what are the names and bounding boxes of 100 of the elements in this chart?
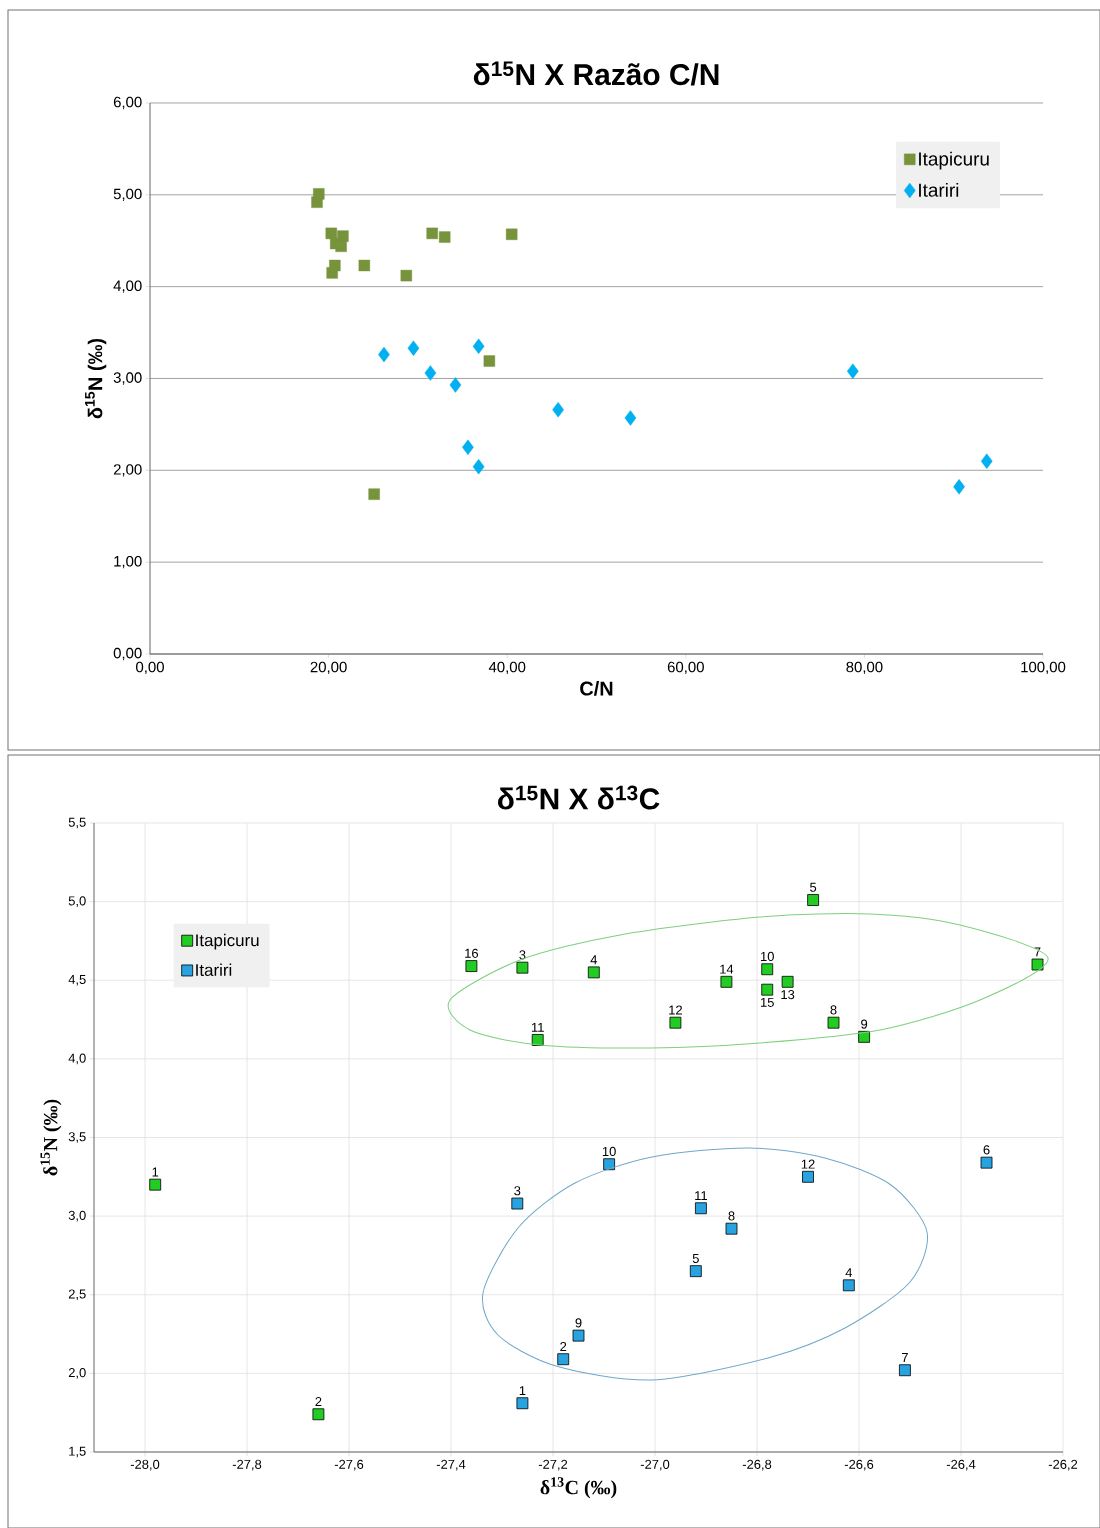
point [761,963,774,976]
legend-label: Itapicuru [196,933,259,950]
annotation: 7 [1034,947,1041,957]
point [689,1265,702,1278]
point [720,975,733,988]
point [1031,958,1044,971]
x-tick-label: -28,0 [130,1459,160,1471]
x-tick-label: 40,00 [488,661,526,675]
annotation: 3 [514,1186,521,1196]
annotation: 14 [720,964,734,974]
x-tick-label: 20,00 [310,661,347,675]
y-tick-label: 6,00 [113,96,142,110]
x-tick-label: -27,0 [640,1459,670,1471]
point [311,196,323,208]
point [669,1016,682,1029]
point [807,894,820,906]
annotation: 8 [728,1211,735,1221]
annotation: 4 [590,955,598,965]
point [439,231,451,243]
legend-label: Itariri [919,182,959,197]
point [695,1202,707,1215]
point [781,975,794,988]
point [358,259,371,272]
point [424,365,437,381]
x-tick-label: 100,00 [1021,661,1066,675]
point [516,961,529,974]
y-axis-title: δ$^{15}$N (‰) [40,1099,62,1176]
point [557,1353,570,1366]
point [368,488,380,500]
annotation: 13 [781,990,795,1000]
x-tick-label: -27,6 [334,1459,364,1471]
y-tick-label: 1,00 [114,555,142,569]
x-tick-label: 0,00 [136,661,164,675]
point [326,267,338,279]
point [953,479,965,495]
x-axis-title: C/N [580,680,613,696]
point [572,1329,585,1342]
x-tick-label: -26,4 [946,1459,976,1471]
y-tick-label: 5,0 [68,896,86,907]
annotation: 12 [669,1005,682,1015]
point [465,960,478,972]
annotation: 10 [602,1146,616,1157]
x-tick-label: 60,00 [667,661,704,675]
annotation: 11 [695,1191,708,1201]
point [980,1156,993,1169]
point [802,1170,814,1183]
y-tick-label: 3,5 [68,1132,86,1143]
point [846,363,859,379]
point [426,227,438,240]
annotation: 5 [692,1253,699,1263]
annotation: 1 [152,1167,159,1177]
point [827,1016,840,1029]
annotation: 11 [531,1022,544,1032]
point [516,1397,529,1410]
point [407,340,420,356]
point [472,458,485,475]
y-tick-label: 2,0 [68,1368,86,1379]
annotation: 6 [983,1145,990,1155]
y-tick-label: 4,5 [68,974,86,986]
point [462,439,474,456]
point [511,1197,524,1210]
point [483,355,496,367]
annotation: 16 [465,948,479,958]
y-tick-label: 5,5 [68,817,86,829]
annotation: 2 [315,1397,322,1407]
x-tick-label: -26,2 [1048,1459,1078,1471]
point [449,377,462,393]
annotation: 1 [519,1386,526,1396]
annotation: 8 [830,1005,837,1015]
y-tick-label: 4,00 [113,280,142,293]
point [624,410,637,426]
y-tick-label: 2,5 [68,1289,86,1301]
point [378,346,390,363]
annotation: 9 [575,1318,582,1328]
point [842,1279,855,1292]
annotation: 15 [761,997,774,1007]
y-axis-title: δ$^{15}$N (‰) [85,338,107,419]
point [149,1178,162,1191]
point [587,966,600,979]
y-tick-label: 3,00 [113,372,142,385]
x-tick-label: -26,6 [844,1459,874,1471]
point [505,228,518,240]
y-tick-label: 2,00 [113,464,142,477]
y-tick-label: 5,00 [113,188,142,201]
annotation: 2 [560,1341,567,1352]
point [472,338,485,355]
point [603,1158,616,1171]
annotation: 4 [845,1268,853,1278]
x-tick-label: -27,2 [538,1459,568,1471]
annotation: 3 [519,950,526,960]
point [761,983,774,996]
point [725,1222,738,1235]
legend-label: Itapicuru [919,151,989,170]
y-tick-label: 3,0 [68,1210,86,1222]
x-tick-label: 80,00 [846,661,883,675]
annotation: 10 [761,951,774,962]
chart-title: δ$^{15}$N X Razão C/N [473,61,719,86]
annotation: 9 [861,1019,868,1029]
point [552,402,564,418]
annotation: 5 [810,882,817,892]
